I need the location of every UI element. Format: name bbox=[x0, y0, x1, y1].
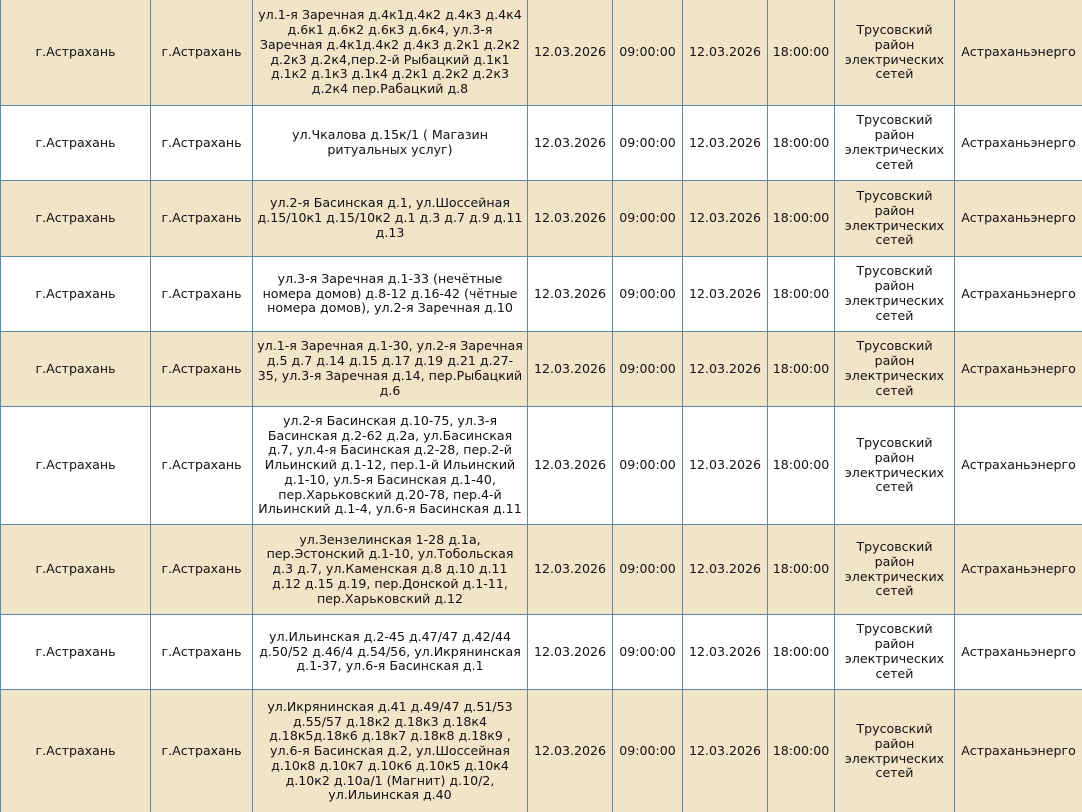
end-time-cell: 18:00:00 bbox=[767, 524, 835, 615]
locality-cell: г.Астрахань bbox=[0, 689, 151, 812]
company-cell: Астраханьэнерго bbox=[954, 406, 1082, 525]
start-time-cell: 09:00:00 bbox=[612, 180, 683, 257]
addresses-cell: ул.2-я Басинская д.10-75, ул.3-я Басинск… bbox=[252, 406, 528, 525]
company-cell: Астраханьэнерго bbox=[954, 180, 1082, 257]
district-cell: Трусовский район электрических сетей bbox=[834, 689, 955, 812]
city-cell: г.Астрахань bbox=[150, 614, 253, 690]
addresses-cell: ул.1-я Заречная д.1-30, ул.2-я Заречная … bbox=[252, 331, 528, 407]
locality-cell: г.Астрахань bbox=[0, 105, 151, 181]
end-time-cell: 18:00:00 bbox=[767, 614, 835, 690]
end-date-cell: 12.03.2026 bbox=[682, 689, 768, 812]
city-cell: г.Астрахань bbox=[150, 331, 253, 407]
table-row: г.Астрахань г.Астрахань ул.2-я Басинская д… bbox=[0, 406, 1082, 525]
district-cell: Трусовский район электрических сетей bbox=[834, 524, 955, 615]
table-row: г.Астрахань г.Астрахань ул.1-я Заречная д.… bbox=[0, 331, 1082, 407]
end-time-cell: 18:00:00 bbox=[767, 256, 835, 332]
addresses-cell: ул.Икрянинская д.41 д.49/47 д.51/53 д.55… bbox=[252, 689, 528, 812]
start-time-cell: 09:00:00 bbox=[612, 406, 683, 525]
city-cell: г.Астрахань bbox=[150, 256, 253, 332]
start-date-cell: 12.03.2026 bbox=[527, 524, 613, 615]
company-cell: Астраханьэнерго bbox=[954, 0, 1082, 106]
start-time-cell: 09:00:00 bbox=[612, 256, 683, 332]
company-cell: Астраханьэнерго bbox=[954, 105, 1082, 181]
start-date-cell: 12.03.2026 bbox=[527, 689, 613, 812]
addresses-cell: ул.1-я Заречная д.4к1д.4к2 д.4к3 д.4к4 д… bbox=[252, 0, 528, 106]
addresses-cell: ул.Ильинская д.2-45 д.47/47 д.42/44 д.50… bbox=[252, 614, 528, 690]
end-date-cell: 12.03.2026 bbox=[682, 105, 768, 181]
company-cell: Астраханьэнерго bbox=[954, 689, 1082, 812]
company-cell: Астраханьэнерго bbox=[954, 524, 1082, 615]
table-row: г.Астрахань г.Астрахань ул.Зензелинская 1-… bbox=[0, 524, 1082, 615]
city-cell: г.Астрахань bbox=[150, 0, 253, 106]
city-cell: г.Астрахань bbox=[150, 524, 253, 615]
company-cell: Астраханьэнерго bbox=[954, 614, 1082, 690]
table-row: г.Астрахань г.Астрахань ул.1-я Заречная д.… bbox=[0, 0, 1082, 106]
district-cell: Трусовский район электрических сетей bbox=[834, 614, 955, 690]
district-cell: Трусовский район электрических сетей bbox=[834, 256, 955, 332]
addresses-cell: ул.Чкалова д.15к/1 ( Магазин ритуальных … bbox=[252, 105, 528, 181]
start-date-cell: 12.03.2026 bbox=[527, 256, 613, 332]
district-cell: Трусовский район электрических сетей bbox=[834, 406, 955, 525]
city-cell: г.Астрахань bbox=[150, 689, 253, 812]
city-cell: г.Астрахань bbox=[150, 105, 253, 181]
city-cell: г.Астрахань bbox=[150, 406, 253, 525]
end-date-cell: 12.03.2026 bbox=[682, 256, 768, 332]
table-row: г.Астрахань г.Астрахань ул.3-я Заречная д.… bbox=[0, 256, 1082, 332]
start-date-cell: 12.03.2026 bbox=[527, 406, 613, 525]
start-time-cell: 09:00:00 bbox=[612, 105, 683, 181]
start-time-cell: 09:00:00 bbox=[612, 0, 683, 106]
company-cell: Астраханьэнерго bbox=[954, 331, 1082, 407]
company-cell: Астраханьэнерго bbox=[954, 256, 1082, 332]
end-date-cell: 12.03.2026 bbox=[682, 614, 768, 690]
locality-cell: г.Астрахань bbox=[0, 406, 151, 525]
table-row: г.Астрахань г.Астрахань ул.Ильинская д.2-4… bbox=[0, 614, 1082, 690]
end-time-cell: 18:00:00 bbox=[767, 689, 835, 812]
district-cell: Трусовский район электрических сетей bbox=[834, 180, 955, 257]
start-date-cell: 12.03.2026 bbox=[527, 614, 613, 690]
end-time-cell: 18:00:00 bbox=[767, 105, 835, 181]
city-cell: г.Астрахань bbox=[150, 180, 253, 257]
district-cell: Трусовский район электрических сетей bbox=[834, 0, 955, 106]
end-date-cell: 12.03.2026 bbox=[682, 331, 768, 407]
table-row: г.Астрахань г.Астрахань ул.Чкалова д.15к/1… bbox=[0, 105, 1082, 181]
end-time-cell: 18:00:00 bbox=[767, 331, 835, 407]
table-row: г.Астрахань г.Астрахань ул.Икрянинская д.4… bbox=[0, 689, 1082, 812]
start-date-cell: 12.03.2026 bbox=[527, 0, 613, 106]
addresses-cell: ул.Зензелинская 1-28 д.1а, пер.Эстонский… bbox=[252, 524, 528, 615]
end-date-cell: 12.03.2026 bbox=[682, 180, 768, 257]
end-time-cell: 18:00:00 bbox=[767, 180, 835, 257]
addresses-cell: ул.2-я Басинская д.1, ул.Шоссейная д.15/… bbox=[252, 180, 528, 257]
locality-cell: г.Астрахань bbox=[0, 0, 151, 106]
locality-cell: г.Астрахань bbox=[0, 180, 151, 257]
end-date-cell: 12.03.2026 bbox=[682, 524, 768, 615]
start-time-cell: 09:00:00 bbox=[612, 524, 683, 615]
start-time-cell: 09:00:00 bbox=[612, 689, 683, 812]
table-row: г.Астрахань г.Астрахань ул.2-я Басинская д… bbox=[0, 180, 1082, 257]
start-date-cell: 12.03.2026 bbox=[527, 180, 613, 257]
start-date-cell: 12.03.2026 bbox=[527, 331, 613, 407]
end-date-cell: 12.03.2026 bbox=[682, 0, 768, 106]
locality-cell: г.Астрахань bbox=[0, 524, 151, 615]
district-cell: Трусовский район электрических сетей bbox=[834, 331, 955, 407]
locality-cell: г.Астрахань bbox=[0, 331, 151, 407]
end-date-cell: 12.03.2026 bbox=[682, 406, 768, 525]
end-time-cell: 18:00:00 bbox=[767, 0, 835, 106]
locality-cell: г.Астрахань bbox=[0, 256, 151, 332]
start-time-cell: 09:00:00 bbox=[612, 331, 683, 407]
addresses-cell: ул.3-я Заречная д.1-33 (нечётные номера … bbox=[252, 256, 528, 332]
start-date-cell: 12.03.2026 bbox=[527, 105, 613, 181]
locality-cell: г.Астрахань bbox=[0, 614, 151, 690]
start-time-cell: 09:00:00 bbox=[612, 614, 683, 690]
end-time-cell: 18:00:00 bbox=[767, 406, 835, 525]
district-cell: Трусовский район электрических сетей bbox=[834, 105, 955, 181]
